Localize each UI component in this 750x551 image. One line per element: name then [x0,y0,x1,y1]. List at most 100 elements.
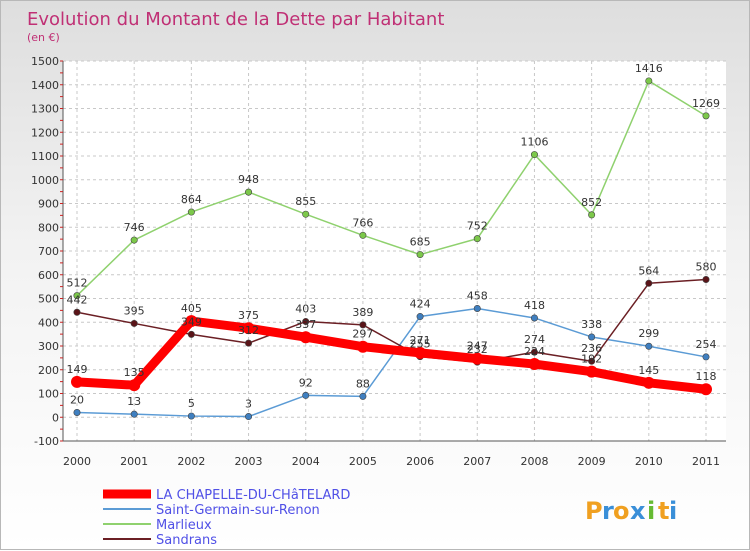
data-label: 752 [467,220,488,233]
data-point [359,231,367,239]
x-tick-label: 2002 [177,455,205,468]
data-point [473,235,481,243]
data-label: 375 [238,309,259,322]
y-tick-label: 1200 [31,126,59,139]
data-label: 337 [295,318,316,331]
data-point [530,314,538,322]
y-tick-label: 300 [38,340,59,353]
data-point [700,383,712,396]
data-point [302,318,310,326]
data-label: 232 [467,343,488,356]
data-point [73,292,81,300]
x-tick-label: 2007 [463,455,491,468]
data-label: 1269 [692,97,720,110]
data-point [585,365,598,378]
y-tick-label: -100 [34,435,59,448]
data-point [356,340,369,353]
data-label: 271 [410,334,431,347]
data-label: 685 [410,236,431,249]
data-point [471,352,484,365]
y-tick-label: 100 [38,388,59,401]
data-label: 192 [581,353,602,366]
data-point [702,112,710,120]
series-line-0 [72,316,711,394]
data-label: 766 [352,216,373,229]
data-point [416,313,424,321]
data-point [187,208,195,216]
data-point [245,339,253,347]
data-label: 395 [124,304,145,317]
x-tick-label: 2003 [235,455,263,468]
y-tick-label: 800 [38,221,59,234]
data-label: 274 [524,333,545,346]
data-label: 338 [581,318,602,331]
data-point [73,408,81,416]
x-tick-label: 2009 [578,455,606,468]
series-line-2 [76,80,707,297]
data-label: 458 [467,289,488,302]
data-point [414,346,427,359]
data-label: 442 [67,293,88,306]
y-tick-label: 0 [52,411,59,424]
data-label: 135 [124,366,145,379]
data-point [702,353,710,361]
logo-letter: i [669,497,677,525]
data-label: 1106 [520,136,548,149]
data-point [645,279,653,287]
logo-letter: o [613,497,630,525]
logo-letter: i [647,497,655,525]
data-label: 3 [245,398,252,411]
data-label: 403 [295,303,316,316]
data-point [128,379,141,392]
data-label: 5 [188,397,195,410]
data-label: 92 [299,376,313,389]
y-tick-label: 600 [38,269,59,282]
data-label: 145 [638,364,659,377]
legend-label: Sandrans [156,533,217,548]
logo-letter: t [658,497,669,525]
data-point [71,375,83,388]
data-label: 564 [638,264,659,277]
data-point [359,321,367,329]
data-label: 418 [524,299,545,312]
data-point [588,211,596,219]
y-tick-label: 1300 [31,103,59,116]
logo-letter: r [602,497,614,525]
data-label: 512 [67,277,88,290]
data-point [302,210,310,218]
x-tick-label: 2001 [120,455,148,468]
data-point [528,358,541,371]
y-tick-label: 1400 [31,79,59,92]
y-tick-label: 700 [38,245,59,258]
data-point [73,308,81,316]
y-tick-label: 1000 [31,174,59,187]
data-label: 1416 [635,62,663,75]
data-point [185,315,198,328]
data-point [187,330,195,338]
y-tick-label: 200 [38,364,59,377]
data-label: 20 [70,394,84,407]
x-tick-label: 2000 [63,455,91,468]
y-tick-label: 400 [38,316,59,329]
data-label: 312 [238,324,259,337]
data-point [130,236,138,244]
data-label: 88 [356,377,370,390]
data-point [642,376,655,389]
data-point [359,392,367,400]
data-label: 405 [181,302,202,315]
data-label: 149 [67,363,88,376]
data-point [302,391,310,399]
logo-letter: x [630,497,646,525]
data-point [588,357,596,365]
x-tick-label: 2008 [520,455,548,468]
data-label: 852 [581,196,602,209]
data-point [645,342,653,350]
data-label: 297 [352,328,373,341]
data-label: 118 [696,370,717,383]
logo-letter: P [585,497,603,525]
x-tick-label: 2010 [635,455,663,468]
data-point [645,77,653,85]
data-point [245,188,253,196]
